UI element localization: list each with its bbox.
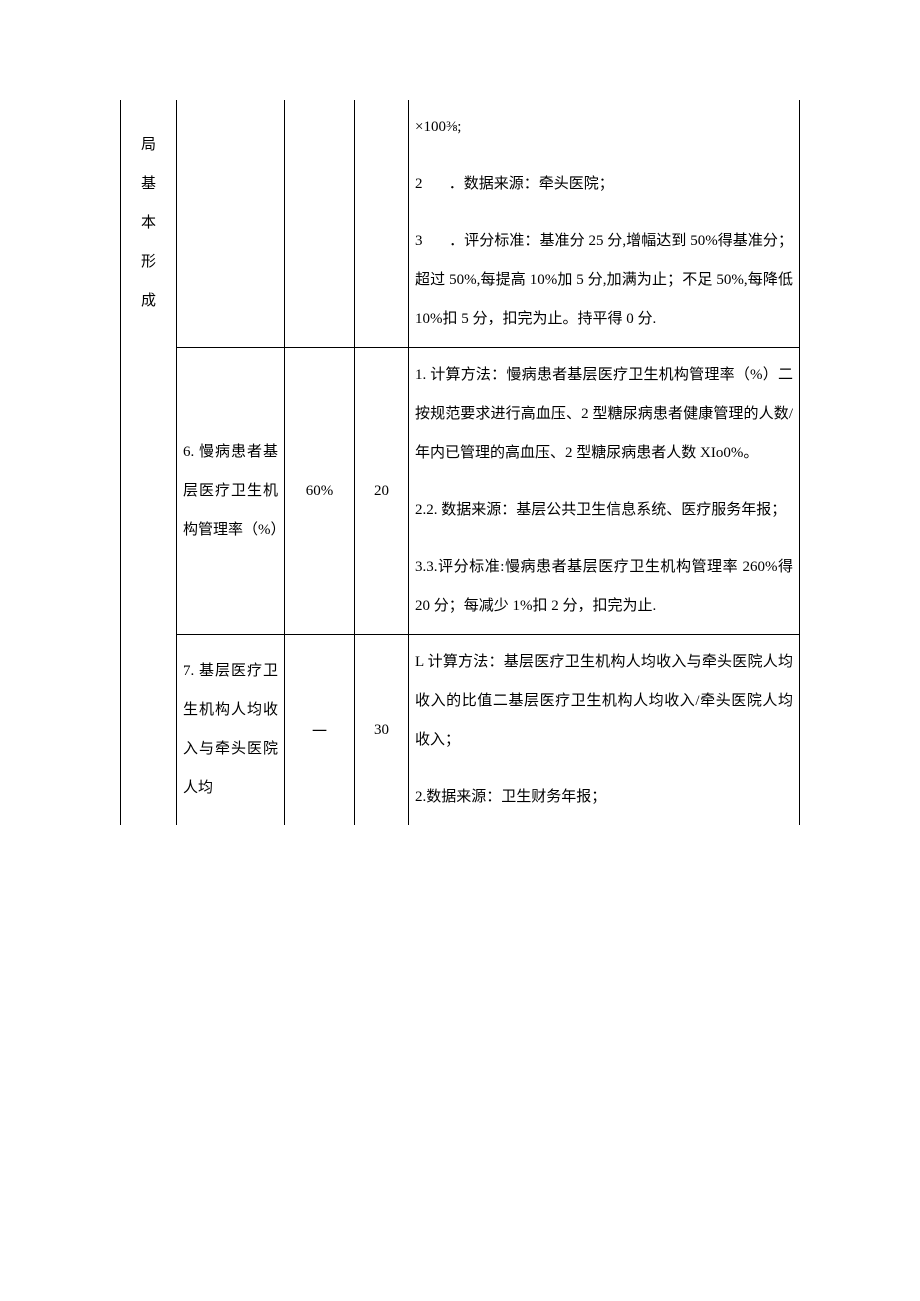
- document-page: 局基本形成 ×100⅜; 2 ．数据来源：牵头医院； 3 ．评分标准：基准分 2…: [0, 0, 920, 905]
- score-cell: 30: [355, 635, 409, 826]
- criteria-line: ×100⅜;: [415, 108, 793, 147]
- criteria-line: 2 ．数据来源：牵头医院；: [415, 165, 793, 204]
- category-cell: 局基本形成: [121, 100, 177, 348]
- table-row: 7. 基层医疗卫生机构人均收入与牵头医院人均 一 30 L 计算方法：基层医疗卫…: [121, 635, 800, 826]
- target-cell: 60%: [285, 348, 355, 635]
- score-cell: 20: [355, 348, 409, 635]
- criteria-line: 3 ．评分标准：基准分 25 分,增幅达到 50%得基准分；超过 50%,每提高…: [415, 222, 793, 339]
- category-cell: [121, 635, 177, 826]
- target-cell: [285, 100, 355, 348]
- criteria-line: 2.数据来源：卫生财务年报；: [415, 778, 793, 817]
- criteria-line: 3.3.评分标准:慢病患者基层医疗卫生机构管理率 260%得 20 分；每减少 …: [415, 548, 793, 626]
- criteria-line: 2.2. 数据来源：基层公共卫生信息系统、医疗服务年报；: [415, 491, 793, 530]
- category-label: 局基本形成: [140, 126, 157, 321]
- indicator-cell: [177, 100, 285, 348]
- criteria-line: L 计算方法：基层医疗卫生机构人均收入与牵头医院人均收入的比值二基层医疗卫生机构…: [415, 643, 793, 760]
- table-row: 局基本形成 ×100⅜; 2 ．数据来源：牵头医院； 3 ．评分标准：基准分 2…: [121, 100, 800, 348]
- criteria-cell: ×100⅜; 2 ．数据来源：牵头医院； 3 ．评分标准：基准分 25 分,增幅…: [409, 100, 800, 348]
- indicator-cell: 6. 慢病患者基层医疗卫生机构管理率（%）: [177, 348, 285, 635]
- category-cell: [121, 348, 177, 635]
- criteria-line: 1. 计算方法：慢病患者基层医疗卫生机构管理率（%）二按规范要求进行高血压、2 …: [415, 356, 793, 473]
- score-cell: [355, 100, 409, 348]
- table-row: 6. 慢病患者基层医疗卫生机构管理率（%） 60% 20 1. 计算方法：慢病患…: [121, 348, 800, 635]
- indicator-cell: 7. 基层医疗卫生机构人均收入与牵头医院人均: [177, 635, 285, 826]
- target-cell: 一: [285, 635, 355, 826]
- criteria-cell: 1. 计算方法：慢病患者基层医疗卫生机构管理率（%）二按规范要求进行高血压、2 …: [409, 348, 800, 635]
- evaluation-table: 局基本形成 ×100⅜; 2 ．数据来源：牵头医院； 3 ．评分标准：基准分 2…: [120, 100, 800, 825]
- criteria-cell: L 计算方法：基层医疗卫生机构人均收入与牵头医院人均收入的比值二基层医疗卫生机构…: [409, 635, 800, 826]
